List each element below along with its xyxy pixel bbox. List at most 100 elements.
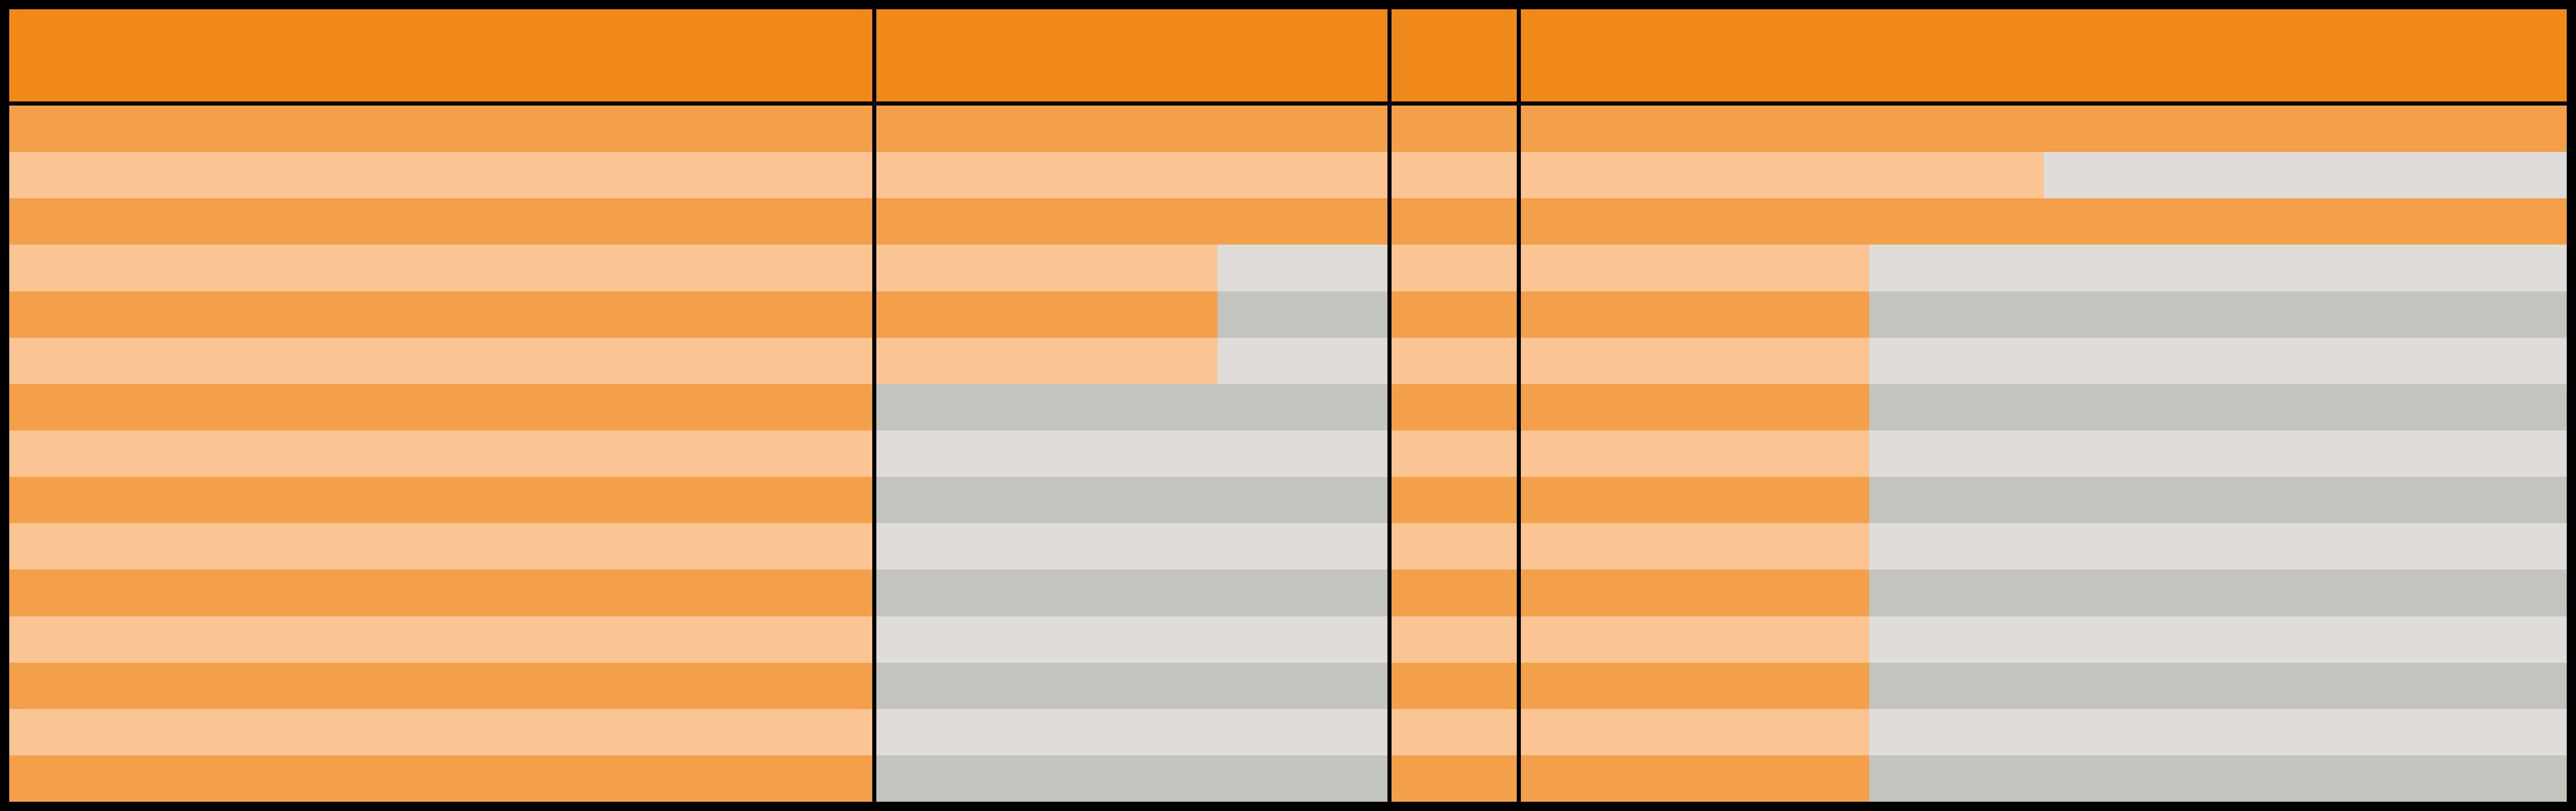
table-cell [1392,152,1517,199]
cell-fill-bar [9,430,873,477]
table-cell [9,523,873,570]
table-cell [1392,477,1517,524]
table-cell [1520,523,2567,570]
table-column-3 [1392,9,1517,802]
cell-fill-bar [9,152,873,199]
cell-fill-bar [876,198,1388,245]
table-cell [876,523,1388,570]
table-cell [1392,245,1517,291]
cell-fill-bar [9,570,873,616]
column-header[interactable] [1392,9,1517,106]
table-cell [1392,523,1517,570]
cell-fill-bar [1392,709,1517,755]
column-header[interactable] [1520,9,2567,106]
cell-fill-bar [1520,430,1869,477]
table-cell [1520,384,2567,430]
cell-fill-bar [876,152,1388,199]
table-cell [876,106,1388,152]
cell-fill-bar [1520,198,2567,245]
cell-fill-bar [9,616,873,663]
table-cell [1392,755,1517,802]
table-cell [876,291,1388,338]
cell-fill-bar [9,337,873,384]
table-cell [1520,198,2567,245]
cell-fill-bar [9,106,873,152]
cell-fill-bar [1520,616,1869,663]
cell-fill-bar [9,755,873,802]
cell-fill-bar [1520,245,1869,291]
table-cell [1520,616,2567,663]
cell-fill-bar [1392,662,1517,709]
cell-fill-bar [9,523,873,570]
table-cell [1520,477,2567,524]
table-cell [876,477,1388,524]
cell-fill-bar [9,662,873,709]
cell-fill-bar [9,709,873,755]
table-cell [876,384,1388,430]
table-cell [9,198,873,245]
table-cell [9,106,873,152]
table-cell [1392,291,1517,338]
cell-fill-bar [876,245,1217,291]
table-column-1 [9,9,873,802]
cell-fill-bar [1392,106,1517,152]
cell-fill-bar [1520,384,1869,430]
table-cell [1520,152,2567,199]
table-cell [1520,337,2567,384]
cell-fill-bar [1520,570,1869,616]
cell-fill-bar [9,198,873,245]
cell-fill-bar [1520,152,2044,199]
cell-fill-bar [1392,245,1517,291]
table-cell [9,709,873,755]
table-column-2 [876,9,1388,802]
cell-fill-bar [1392,291,1517,338]
cell-fill-bar [1520,755,1869,802]
cell-fill-bar [9,477,873,524]
cell-fill-bar [1520,337,1869,384]
cell-fill-bar [1392,152,1517,199]
column-header[interactable] [9,9,873,106]
table-cell [9,291,873,338]
table-cell [1520,291,2567,338]
cell-fill-bar [1520,291,1869,338]
column-header[interactable] [876,9,1388,106]
cell-fill-bar [1520,709,1869,755]
table-cell [1392,616,1517,663]
table-cell [9,662,873,709]
table-cell [876,662,1388,709]
table-cell [1520,245,2567,291]
table-cell [876,430,1388,477]
cell-fill-bar [1392,337,1517,384]
table-cell [876,755,1388,802]
cell-fill-bar [1392,570,1517,616]
table-cell [9,755,873,802]
table-cell [1520,755,2567,802]
table-cell [1392,709,1517,755]
data-table [9,9,2567,802]
table-cell [9,337,873,384]
table-cell [1520,709,2567,755]
table-cell [876,709,1388,755]
table-cell [9,384,873,430]
cell-fill-bar [1392,755,1517,802]
cell-fill-bar [1392,198,1517,245]
cell-fill-bar [1520,477,1869,524]
cell-fill-bar [1392,430,1517,477]
cell-fill-bar [9,245,873,291]
table-column-4 [1520,9,2567,802]
cell-fill-bar [1520,106,2567,152]
cell-fill-bar [1520,662,1869,709]
table-cell [9,570,873,616]
table-cell [9,152,873,199]
table-cell [1392,570,1517,616]
table-cell [1520,106,2567,152]
cell-fill-bar [9,291,873,338]
table-cell [9,245,873,291]
table-cell [9,430,873,477]
table-cell [9,477,873,524]
cell-fill-bar [1392,523,1517,570]
cell-fill-bar [876,337,1217,384]
table-cell [1520,662,2567,709]
cell-fill-bar [9,384,873,430]
